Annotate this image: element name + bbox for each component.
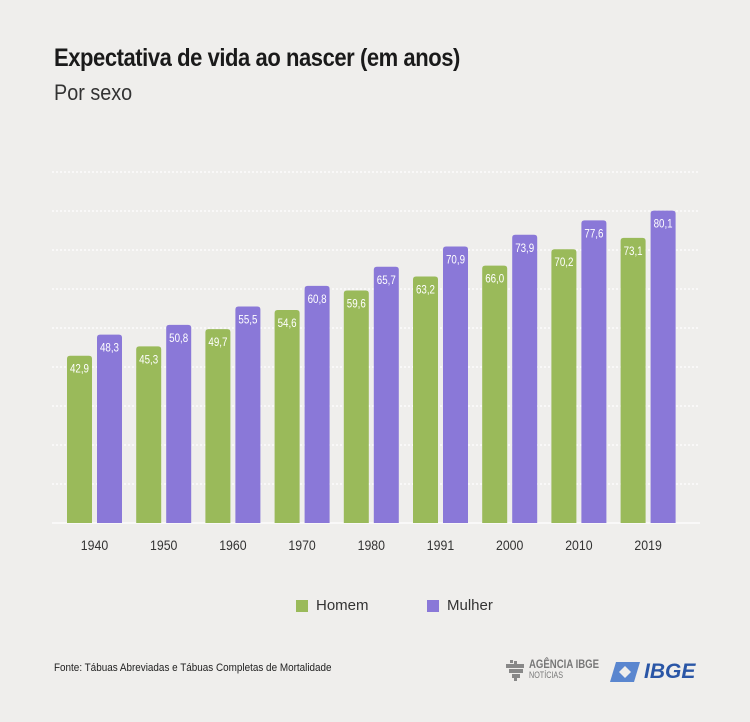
legend-label-homem: Homem <box>316 597 369 614</box>
x-tick-label: 2010 <box>565 537 592 553</box>
brazil-map-icon <box>506 660 524 681</box>
bar-mulher <box>443 246 468 524</box>
data-label: 80,1 <box>654 218 673 231</box>
x-tick-label: 1970 <box>288 537 315 553</box>
legend-label-mulher: Mulher <box>447 597 493 614</box>
x-tick-label: 2019 <box>634 537 661 553</box>
bar-homem <box>343 290 369 523</box>
bar-mulher <box>97 334 122 523</box>
noticias-text: NOTÍCIAS <box>529 670 564 680</box>
x-tick-label: 1960 <box>219 537 246 553</box>
data-label: 59,6 <box>347 298 366 311</box>
x-tick-label: 2000 <box>496 537 523 553</box>
data-label: 49,7 <box>208 336 227 349</box>
data-label: 50,8 <box>169 332 188 345</box>
legend-swatch-homem <box>296 599 308 612</box>
bar-mulher <box>650 210 676 524</box>
bar-homem <box>136 346 162 523</box>
chart-subtitle: Por sexo <box>54 80 133 105</box>
data-label: 54,6 <box>278 317 297 330</box>
bar-homem <box>551 249 577 523</box>
bar-mulher <box>373 266 399 523</box>
data-label: 63,2 <box>416 284 435 297</box>
data-label: 60,8 <box>308 293 327 306</box>
data-label: 48,3 <box>100 342 119 355</box>
bar-homem <box>205 329 231 523</box>
bar-mulher <box>581 220 607 524</box>
bar-homem <box>620 237 646 523</box>
data-label: 73,9 <box>515 242 534 255</box>
bar-homem <box>413 276 438 523</box>
bar-homem <box>274 310 300 523</box>
bar-mulher <box>304 285 330 523</box>
x-tick-label: 1950 <box>150 537 177 553</box>
bar-homem <box>67 355 92 523</box>
bar-mulher <box>512 234 538 524</box>
data-label: 65,7 <box>377 274 396 287</box>
x-tick-label: 1980 <box>358 537 385 553</box>
legend-swatch-mulher <box>427 599 439 612</box>
data-label: 66,0 <box>485 273 504 286</box>
agencia-ibge-text: AGÊNCIA IBGE <box>529 657 600 671</box>
bar-homem <box>482 265 508 523</box>
data-label: 77,6 <box>584 228 603 241</box>
data-label: 70,2 <box>554 257 573 270</box>
x-tick-label: 1940 <box>81 537 108 553</box>
data-label: 45,3 <box>139 354 158 367</box>
data-label: 73,1 <box>624 245 643 258</box>
data-label: 55,5 <box>238 314 257 327</box>
source-note: Fonte: Tábuas Abreviadas e Tábuas Comple… <box>54 662 332 674</box>
chart-title: Expectativa de vida ao nascer (em anos) <box>54 44 460 72</box>
x-tick-label: 1991 <box>427 537 454 553</box>
bar-mulher <box>166 324 192 523</box>
data-label: 70,9 <box>446 254 465 267</box>
ibge-logo: IBGE <box>610 660 695 684</box>
ibge-text: IBGE <box>644 660 696 683</box>
data-label: 42,9 <box>70 363 89 376</box>
bar-mulher <box>235 306 261 523</box>
agencia-ibge-logo: AGÊNCIA IBGE NOTÍCIAS <box>504 657 617 681</box>
legend-item-mulher: Mulher <box>427 597 493 614</box>
legend-item-homem: Homem <box>296 597 369 614</box>
ibge-emblem-icon <box>610 662 640 682</box>
